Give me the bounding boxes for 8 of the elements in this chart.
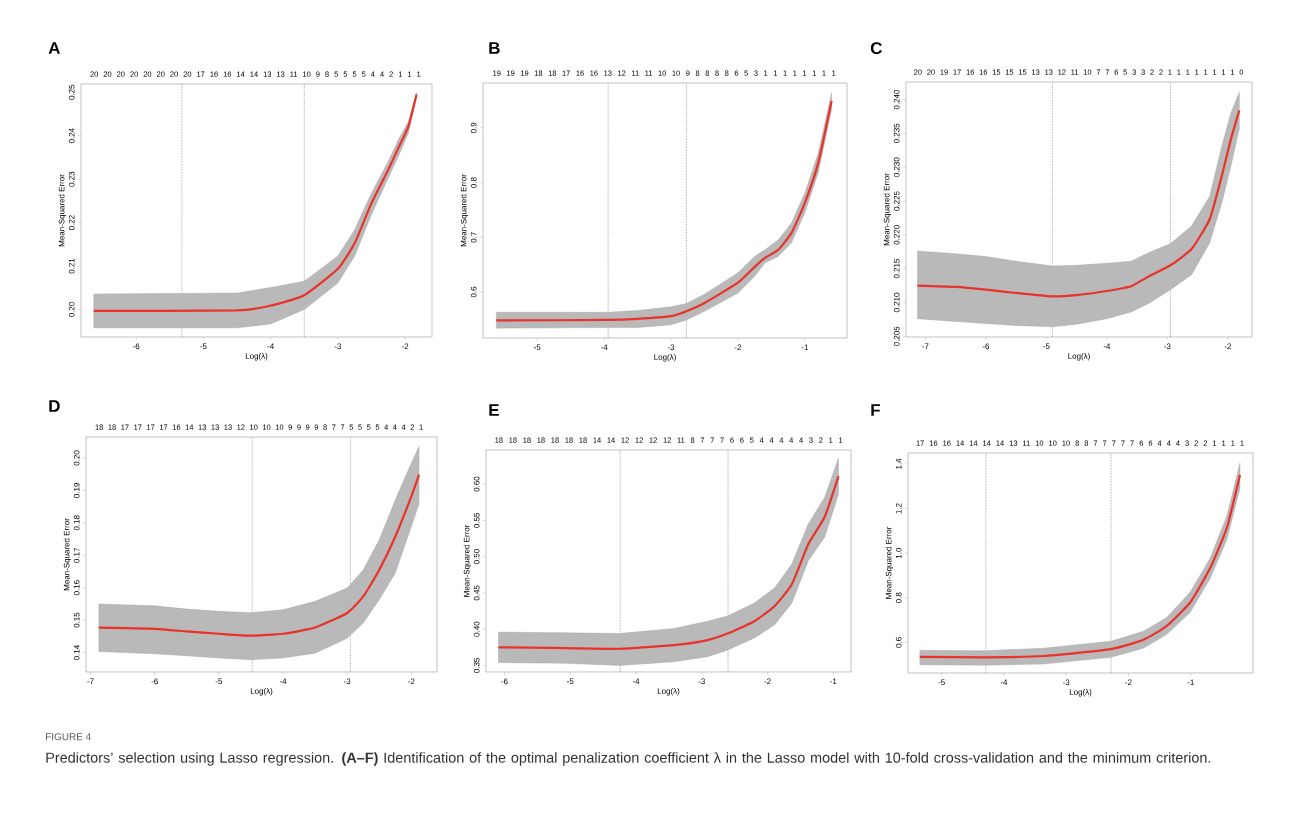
chart-title: D [49, 400, 60, 412]
chart-title: F [871, 404, 880, 416]
chart-title: A [48, 42, 60, 54]
chart-title: E [489, 404, 499, 416]
caption: FIGURE 4 [46, 733, 91, 741]
text: Predictors’ selection using Lasso regression. (A–F) Identification of the optimal penalization coefficient λ in the Lasso model with 10-fold cross-validation and the minimum criterion. [46, 752, 1211, 766]
chart-title: C [870, 42, 882, 55]
chart-title: B [489, 42, 500, 54]
